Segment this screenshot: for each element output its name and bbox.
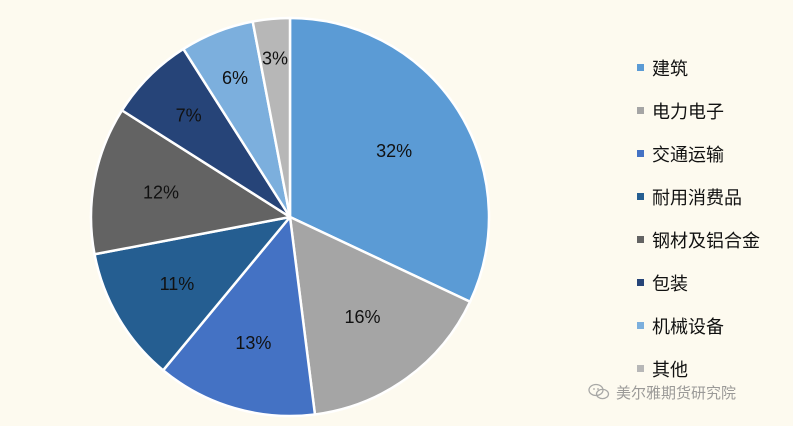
legend-item: 建筑 xyxy=(637,46,760,89)
slice-value-label-7: 6% xyxy=(222,68,248,88)
legend-label: 交通运输 xyxy=(652,144,724,166)
legend-swatch xyxy=(637,64,644,71)
legend: 建筑电力电子交通运输耐用消费品钢材及铝合金 包装机械设备其他 xyxy=(637,46,760,390)
legend-label: 耐用消费品 xyxy=(652,187,742,209)
slice-value-label-6: 7% xyxy=(176,106,202,126)
slice-value-label-2: 16% xyxy=(345,307,381,327)
legend-label: 建筑 xyxy=(652,58,688,80)
slice-value-label-4: 11% xyxy=(160,274,195,294)
wechat-icon xyxy=(588,383,610,400)
pie-slice-4 xyxy=(93,215,292,372)
legend-swatch xyxy=(637,322,644,329)
slice-value-label-3: 13% xyxy=(235,333,271,353)
pie-slice-5 xyxy=(89,109,292,256)
pie-slice-3 xyxy=(161,215,317,418)
pie-slice-2 xyxy=(288,215,472,416)
legend-swatch xyxy=(637,279,644,286)
legend-swatch xyxy=(637,193,644,200)
watermark: 美尔雅期货研究院 xyxy=(588,380,736,404)
legend-item: 交通运输 xyxy=(637,132,760,175)
slice-value-label-1: 32% xyxy=(376,141,412,161)
watermark-text: 美尔雅期货研究院 xyxy=(616,383,737,402)
legend-label: 电力电子 xyxy=(652,101,724,123)
legend-item: 钢材及铝合金 xyxy=(637,218,760,261)
slice-value-label-8: 3% xyxy=(262,49,288,69)
legend-swatch xyxy=(637,236,644,243)
legend-swatch xyxy=(637,107,644,114)
legend-item: 耐用消费品 xyxy=(637,175,760,218)
legend-swatch xyxy=(637,365,644,372)
legend-item: 包装 xyxy=(637,261,760,304)
legend-item: 机械设备 xyxy=(637,304,760,347)
legend-item: 其他 xyxy=(637,347,760,390)
legend-label: 机械设备 xyxy=(652,316,724,338)
legend-swatch xyxy=(637,150,644,157)
legend-label: 钢材及铝合金 xyxy=(652,230,760,252)
pie-slice-1 xyxy=(288,16,491,303)
legend-item: 电力电子 xyxy=(637,89,760,132)
pie-slice-8 xyxy=(251,16,292,219)
legend-label: 包装 xyxy=(652,273,688,295)
legend-label: 其他 xyxy=(652,359,688,381)
slice-value-label-5: 12% xyxy=(143,182,179,202)
